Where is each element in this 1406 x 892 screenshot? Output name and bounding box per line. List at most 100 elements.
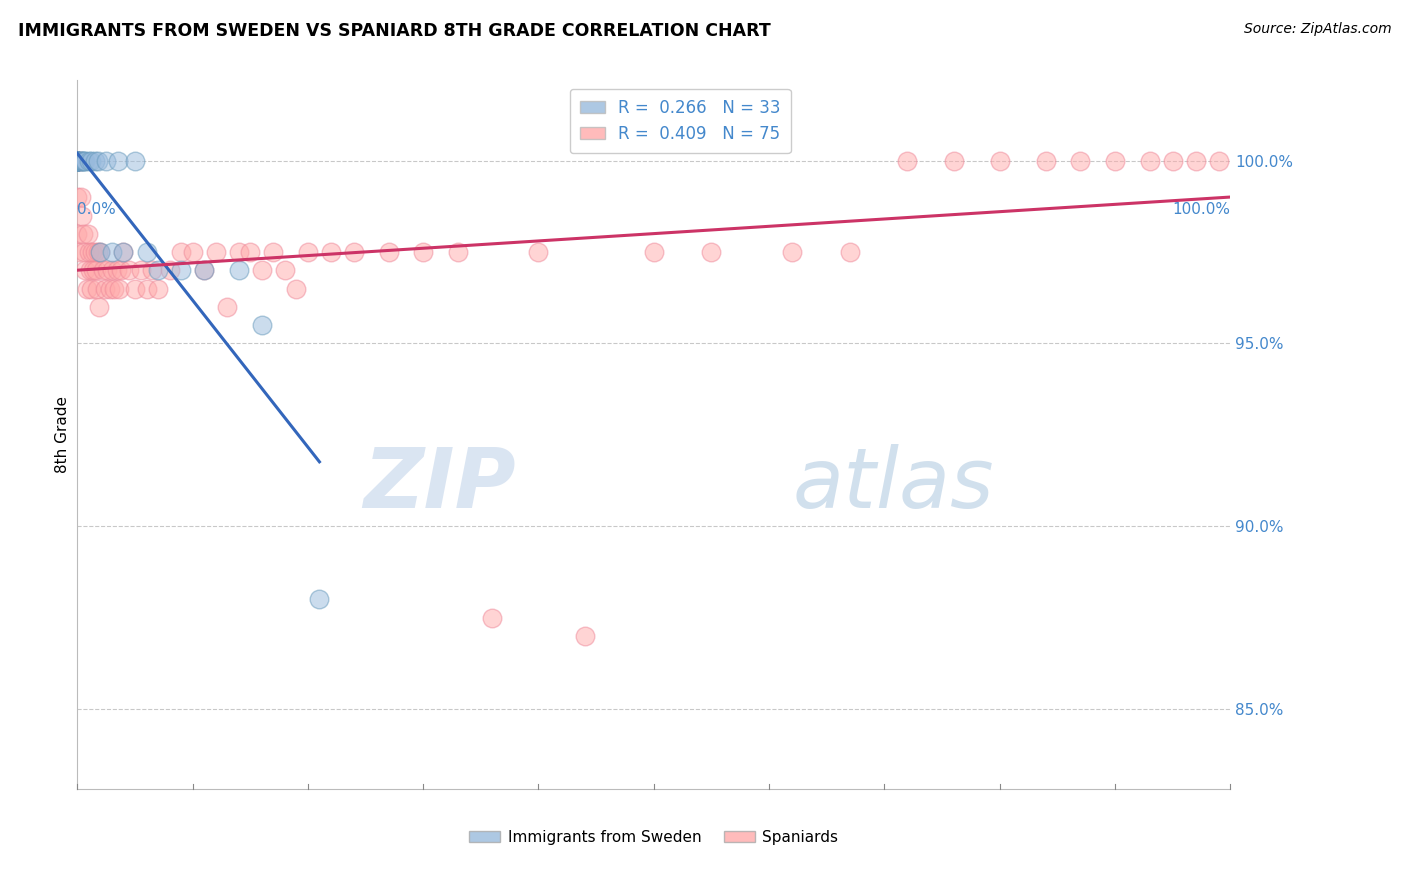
Point xyxy=(108,282,131,296)
Point xyxy=(84,263,107,277)
Point xyxy=(77,153,100,168)
Point xyxy=(83,245,105,260)
Point xyxy=(988,153,1011,168)
Text: IMMIGRANTS FROM SWEDEN VS SPANIARD 8TH GRADE CORRELATION CHART: IMMIGRANTS FROM SWEDEN VS SPANIARD 8TH G… xyxy=(18,22,770,40)
Point xyxy=(80,153,103,168)
Point xyxy=(112,245,135,260)
Point xyxy=(1104,153,1126,168)
Point xyxy=(66,153,89,168)
Point xyxy=(105,263,128,277)
Point xyxy=(101,245,124,260)
Point xyxy=(89,245,111,260)
Point xyxy=(70,153,93,168)
Point xyxy=(69,190,91,204)
Point xyxy=(159,263,181,277)
Point xyxy=(193,263,215,277)
Point xyxy=(98,282,121,296)
Legend: Immigrants from Sweden, Spaniards: Immigrants from Sweden, Spaniards xyxy=(463,824,845,851)
Point xyxy=(96,153,118,168)
Point xyxy=(228,263,250,277)
Point xyxy=(66,153,89,168)
Point xyxy=(1069,153,1091,168)
Point xyxy=(96,263,118,277)
Point xyxy=(67,153,90,168)
Point xyxy=(82,245,104,260)
Point xyxy=(204,245,226,260)
Point xyxy=(285,282,308,296)
Point xyxy=(1035,153,1057,168)
Point xyxy=(942,153,965,168)
Point xyxy=(69,153,91,168)
Point xyxy=(643,245,665,260)
Point xyxy=(66,245,89,260)
Point xyxy=(112,245,135,260)
Point xyxy=(76,282,98,296)
Point xyxy=(343,245,366,260)
Point xyxy=(66,153,89,168)
Point xyxy=(79,263,101,277)
Y-axis label: 8th Grade: 8th Grade xyxy=(55,396,70,474)
Point xyxy=(66,153,89,168)
Point xyxy=(77,245,100,260)
Point xyxy=(170,245,193,260)
Point xyxy=(1184,153,1206,168)
Point xyxy=(141,263,163,277)
Point xyxy=(91,263,114,277)
Text: ZIP: ZIP xyxy=(363,444,516,525)
Text: Source: ZipAtlas.com: Source: ZipAtlas.com xyxy=(1244,22,1392,37)
Point xyxy=(574,629,596,643)
Point xyxy=(250,318,273,333)
Point xyxy=(66,153,89,168)
Point xyxy=(107,153,129,168)
Point xyxy=(838,245,860,260)
Point xyxy=(135,245,157,260)
Point xyxy=(69,153,91,168)
Point xyxy=(135,282,157,296)
Text: 100.0%: 100.0% xyxy=(1173,202,1230,218)
Point xyxy=(228,245,250,260)
Point xyxy=(1161,153,1184,168)
Point xyxy=(412,245,434,260)
Point xyxy=(73,153,96,168)
Text: atlas: atlas xyxy=(792,444,994,525)
Point xyxy=(89,300,111,314)
Point xyxy=(69,153,91,168)
Point xyxy=(700,245,723,260)
Point xyxy=(1208,153,1230,168)
Point xyxy=(83,153,105,168)
Point xyxy=(527,245,550,260)
Point xyxy=(146,282,169,296)
Text: 0.0%: 0.0% xyxy=(77,202,117,218)
Point xyxy=(124,153,146,168)
Point xyxy=(87,153,110,168)
Point xyxy=(75,263,97,277)
Point xyxy=(72,227,94,241)
Point xyxy=(110,263,132,277)
Point xyxy=(124,282,146,296)
Point xyxy=(66,153,89,168)
Point xyxy=(66,153,89,168)
Point xyxy=(75,153,97,168)
Point xyxy=(181,245,204,260)
Point xyxy=(76,227,98,241)
Point xyxy=(377,245,399,260)
Point xyxy=(72,153,94,168)
Point xyxy=(146,263,169,277)
Point xyxy=(89,245,111,260)
Point xyxy=(481,610,503,624)
Point xyxy=(217,300,239,314)
Point xyxy=(94,282,117,296)
Point xyxy=(447,245,470,260)
Point xyxy=(86,282,108,296)
Point xyxy=(103,282,125,296)
Point xyxy=(780,245,803,260)
Point xyxy=(319,245,342,260)
Point xyxy=(308,592,330,607)
Point xyxy=(297,245,319,260)
Point xyxy=(118,263,141,277)
Point xyxy=(66,190,89,204)
Point xyxy=(66,153,89,168)
Point xyxy=(896,153,918,168)
Point xyxy=(66,227,89,241)
Point xyxy=(1139,153,1161,168)
